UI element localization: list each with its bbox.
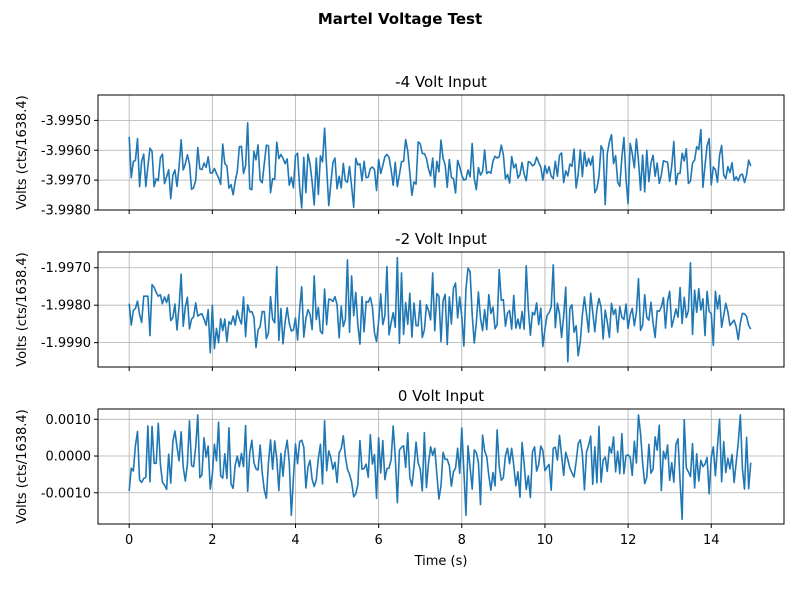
- voltage-series-line: [128, 414, 752, 521]
- plot-frame: [97, 251, 785, 368]
- voltage-series-line: [128, 256, 752, 363]
- subplot-panels: -3.9980 -3.9970 -3.9960 -3.9950 -4 Volt Inpu…: [15, 73, 785, 548]
- y-tick-label: -3.9960: [41, 144, 91, 159]
- x-tick-label: 10: [537, 533, 554, 548]
- y-tick-label: -1.9980: [41, 299, 91, 314]
- y-tick-label: -1.9970: [41, 261, 91, 276]
- y-tick-label: 0.0010: [46, 413, 92, 428]
- voltage-series-line: [128, 121, 752, 209]
- x-tick-label: 6: [374, 533, 382, 548]
- x-tick-label: 14: [703, 533, 720, 548]
- plot-frame: [97, 94, 785, 211]
- y-tick-label: -3.9980: [41, 204, 91, 219]
- y-axis-label: Volts (cts/1638.4): [15, 95, 30, 209]
- subplot-title: -2 Volt Input: [395, 230, 487, 248]
- subplot-0: -3.9980 -3.9970 -3.9960 -3.9950 -4 Volt Inpu…: [15, 73, 785, 219]
- y-tick-label: -1.9990: [41, 336, 91, 351]
- y-axis-label: Volts (cts/1638.4): [15, 409, 30, 523]
- y-tick-label: -3.9950: [41, 114, 91, 129]
- y-tick-label: -3.9970: [41, 174, 91, 189]
- subplot-1: -1.9990 -1.9980 -1.9970 -2 Volt Input Volts …: [15, 230, 785, 371]
- x-tick-label: 2: [208, 533, 216, 548]
- subplot-title: 0 Volt Input: [398, 387, 484, 405]
- y-axis-label: Volts (cts/1638.4): [15, 252, 30, 366]
- x-tick-label: 8: [458, 533, 466, 548]
- x-tick-label: 4: [291, 533, 299, 548]
- y-tick-label: -0.0010: [41, 486, 91, 501]
- subplot-title: -4 Volt Input: [395, 73, 487, 91]
- x-tick-label: 0: [125, 533, 133, 548]
- x-tick-label: 12: [620, 533, 637, 548]
- plot-frame: [97, 408, 785, 525]
- figure-title: Martel Voltage Test: [318, 10, 482, 28]
- x-axis-label: Time (s): [414, 554, 468, 569]
- subplot-2: 0 2 4 6 8 10 12 14 -0.0010 0.0000 0.0010 0 Volt Inp…: [15, 387, 785, 548]
- y-tick-label: 0.0000: [46, 450, 92, 465]
